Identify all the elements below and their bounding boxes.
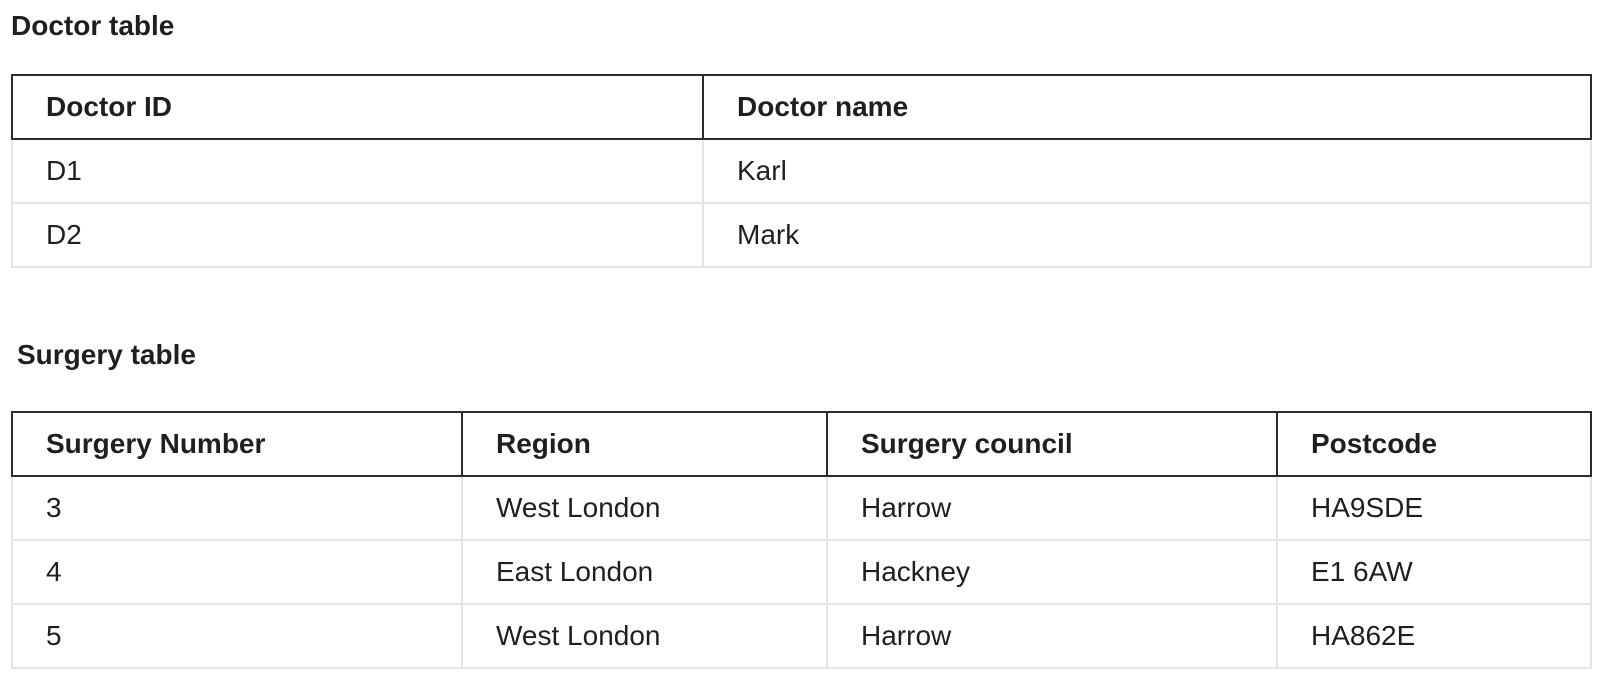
column-header-surgery-council: Surgery council bbox=[826, 411, 1278, 477]
region-cell: East London bbox=[461, 539, 828, 605]
surgery-table-caption: Surgery table bbox=[17, 339, 196, 370]
postcode-cell: HA862E bbox=[1276, 603, 1592, 669]
surgery-table-header-row: Surgery Number Region Surgery council Po… bbox=[11, 411, 1592, 477]
doctor-table-caption: Doctor table bbox=[11, 10, 175, 41]
doctor-name-cell: Karl bbox=[702, 138, 1592, 204]
table-row: 3 West London Harrow HA9SDE bbox=[11, 475, 1592, 541]
doctor-name-cell: Mark bbox=[702, 202, 1592, 268]
column-header-doctor-name: Doctor name bbox=[702, 74, 1592, 140]
surgery-number-cell: 5 bbox=[11, 603, 463, 669]
table-row: D2 Mark bbox=[11, 202, 1592, 268]
column-header-surgery-number: Surgery Number bbox=[11, 411, 463, 477]
doctor-table-header-row: Doctor ID Doctor name bbox=[11, 74, 1592, 140]
surgery-council-cell: Harrow bbox=[826, 603, 1278, 669]
region-cell: West London bbox=[461, 475, 828, 541]
table-row: 5 West London Harrow HA862E bbox=[11, 603, 1592, 669]
column-header-region: Region bbox=[461, 411, 828, 477]
table-row: 4 East London Hackney E1 6AW bbox=[11, 539, 1592, 605]
postcode-cell: E1 6AW bbox=[1276, 539, 1592, 605]
doctor-id-cell: D2 bbox=[11, 202, 704, 268]
table-row: D1 Karl bbox=[11, 138, 1592, 204]
region-cell: West London bbox=[461, 603, 828, 669]
surgery-table: Surgery Number Region Surgery council Po… bbox=[11, 411, 1592, 669]
column-header-doctor-id: Doctor ID bbox=[11, 74, 704, 140]
surgery-council-cell: Harrow bbox=[826, 475, 1278, 541]
doctor-table: Doctor ID Doctor name D1 Karl D2 Mark bbox=[11, 74, 1592, 268]
surgery-number-cell: 3 bbox=[11, 475, 463, 541]
surgery-council-cell: Hackney bbox=[826, 539, 1278, 605]
column-header-postcode: Postcode bbox=[1276, 411, 1592, 477]
postcode-cell: HA9SDE bbox=[1276, 475, 1592, 541]
surgery-number-cell: 4 bbox=[11, 539, 463, 605]
doctor-id-cell: D1 bbox=[11, 138, 704, 204]
